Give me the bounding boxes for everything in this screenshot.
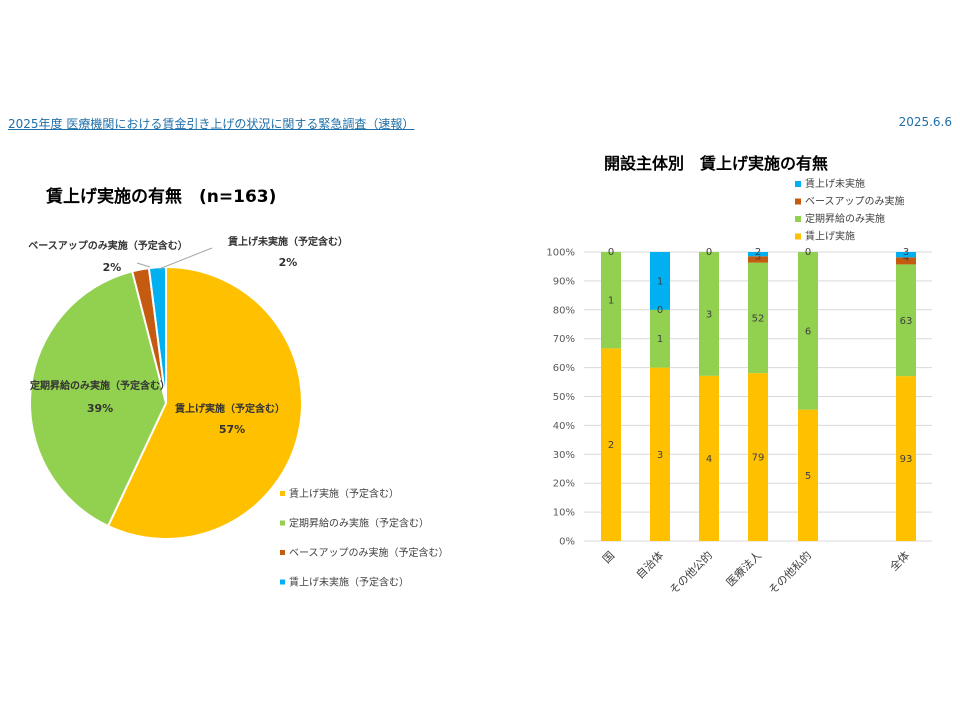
pie-slice — [106, 265, 303, 540]
bar-data-label: 3 — [903, 247, 909, 258]
pie-legend-swatch — [280, 550, 285, 555]
bar-y-tick-label: 80% — [553, 305, 575, 316]
pie-leader-line — [136, 262, 151, 268]
bar-data-label: 2 — [608, 440, 614, 451]
bar-category-label: 国 — [600, 549, 617, 566]
bar-data-label: 0 — [608, 247, 614, 258]
pie-percent-label: 39% — [87, 402, 113, 415]
bar-legend-label: 賃上げ未実施 — [805, 177, 865, 190]
bar-legend-swatch — [795, 181, 801, 187]
pie-slice — [147, 265, 167, 404]
bar-category-label: 自治体 — [633, 548, 666, 581]
bar-y-tick-label: 30% — [553, 450, 575, 461]
bar-segment — [798, 252, 818, 410]
bar-segment — [896, 257, 916, 265]
bar-chart-title: 開設主体別 賃上げ実施の有無 — [604, 154, 829, 173]
bar-y-tick-label: 50% — [553, 392, 575, 403]
bar-data-label: 1 — [657, 276, 663, 287]
bar-segment — [699, 252, 719, 376]
bar-data-label: 1 — [657, 334, 663, 345]
bar-segment — [748, 373, 768, 541]
bar-segment — [748, 262, 768, 374]
bar-legend-label: ベースアップのみ実施 — [805, 195, 905, 208]
bar-segment — [896, 264, 916, 377]
bar-y-tick-label: 20% — [553, 479, 575, 490]
bar-y-tick-label: 100% — [546, 248, 575, 259]
bar-data-label: 5 — [805, 471, 811, 482]
bar-segment — [798, 409, 818, 541]
pie-data-label: 定期昇給のみ実施（予定含む） — [30, 379, 170, 392]
bar-y-tick-label: 10% — [553, 508, 575, 519]
pie-legend-swatch — [280, 491, 285, 496]
pie-legend-label: 定期昇給のみ実施（予定含む） — [289, 517, 429, 530]
bar-y-tick-label: 60% — [553, 363, 575, 374]
pie-legend-label: 賃上げ実施（予定含む） — [289, 487, 399, 500]
pie-percent-label: 2% — [103, 261, 122, 274]
pie-data-label: 賃上げ未実施（予定含む） — [227, 235, 348, 248]
bar-y-tick-label: 0% — [559, 537, 575, 548]
bar-category-label: その他公的 — [666, 548, 715, 597]
bar-segment — [699, 375, 719, 541]
bar-segment — [601, 252, 621, 349]
pie-legend-label: 賃上げ未実施（予定含む） — [289, 576, 409, 589]
bar-data-label: 6 — [805, 326, 811, 337]
bar-data-label: 93 — [900, 454, 913, 465]
bar-category-label: その他私的 — [765, 548, 814, 597]
bar-data-label: 0 — [657, 305, 663, 316]
bar-segment — [896, 252, 916, 258]
pie-legend-label: ベースアップのみ実施（予定含む） — [289, 546, 449, 559]
bar-y-tick-label: 70% — [553, 334, 575, 345]
bar-data-label: 63 — [900, 316, 913, 327]
bar-data-label: 52 — [752, 313, 765, 324]
bar-data-label: 79 — [752, 453, 765, 464]
bar-legend-swatch — [795, 216, 801, 222]
bar-legend-label: 定期昇給のみ実施 — [805, 212, 885, 225]
bar-data-label: 3 — [657, 450, 663, 461]
bar-data-label: 4 — [706, 454, 712, 465]
pie-slice — [29, 270, 168, 528]
bar-legend-swatch — [795, 198, 801, 205]
pie-percent-label: 57% — [219, 423, 245, 436]
bar-legend-swatch — [795, 233, 801, 240]
bar-data-label: 4 — [903, 252, 909, 263]
bar-segment — [748, 256, 768, 263]
pie-percent-label: 2% — [279, 256, 298, 269]
pie-data-label: ベースアップのみ実施（予定含む） — [28, 239, 188, 252]
bar-segment — [896, 376, 916, 541]
bar-segment — [650, 252, 670, 310]
bar-segment — [650, 309, 670, 368]
bar-data-label: 0 — [805, 247, 811, 258]
bar-segment — [748, 252, 768, 257]
bar-legend-label: 賃上げ実施 — [805, 230, 855, 243]
bar-data-label: 1 — [608, 296, 614, 307]
bar-y-tick-label: 90% — [553, 276, 575, 287]
bar-category-label: 全体 — [887, 548, 912, 573]
pie-legend-swatch — [280, 520, 285, 526]
survey-title[interactable]: 2025年度 医療機関における賃金引き上げの状況に関する緊急調査（速報） — [8, 117, 415, 131]
pie-chart-title: 賃上げ実施の有無 (n=163) — [46, 187, 277, 207]
bar-category-label: 医療法人 — [723, 548, 764, 589]
bar-data-label: 3 — [706, 309, 712, 320]
pie-data-label: 賃上げ実施（予定含む） — [174, 402, 285, 415]
bar-data-label: 0 — [706, 247, 712, 258]
pie-leader-line — [158, 247, 213, 270]
pie-legend-swatch — [280, 579, 285, 585]
bar-segment — [601, 348, 621, 541]
survey-date: 2025.6.6 — [898, 115, 952, 129]
bar-data-label: 2 — [755, 247, 761, 258]
bar-y-tick-label: 40% — [553, 421, 575, 432]
bar-segment — [650, 367, 670, 541]
bar-data-label: 3 — [755, 251, 761, 262]
